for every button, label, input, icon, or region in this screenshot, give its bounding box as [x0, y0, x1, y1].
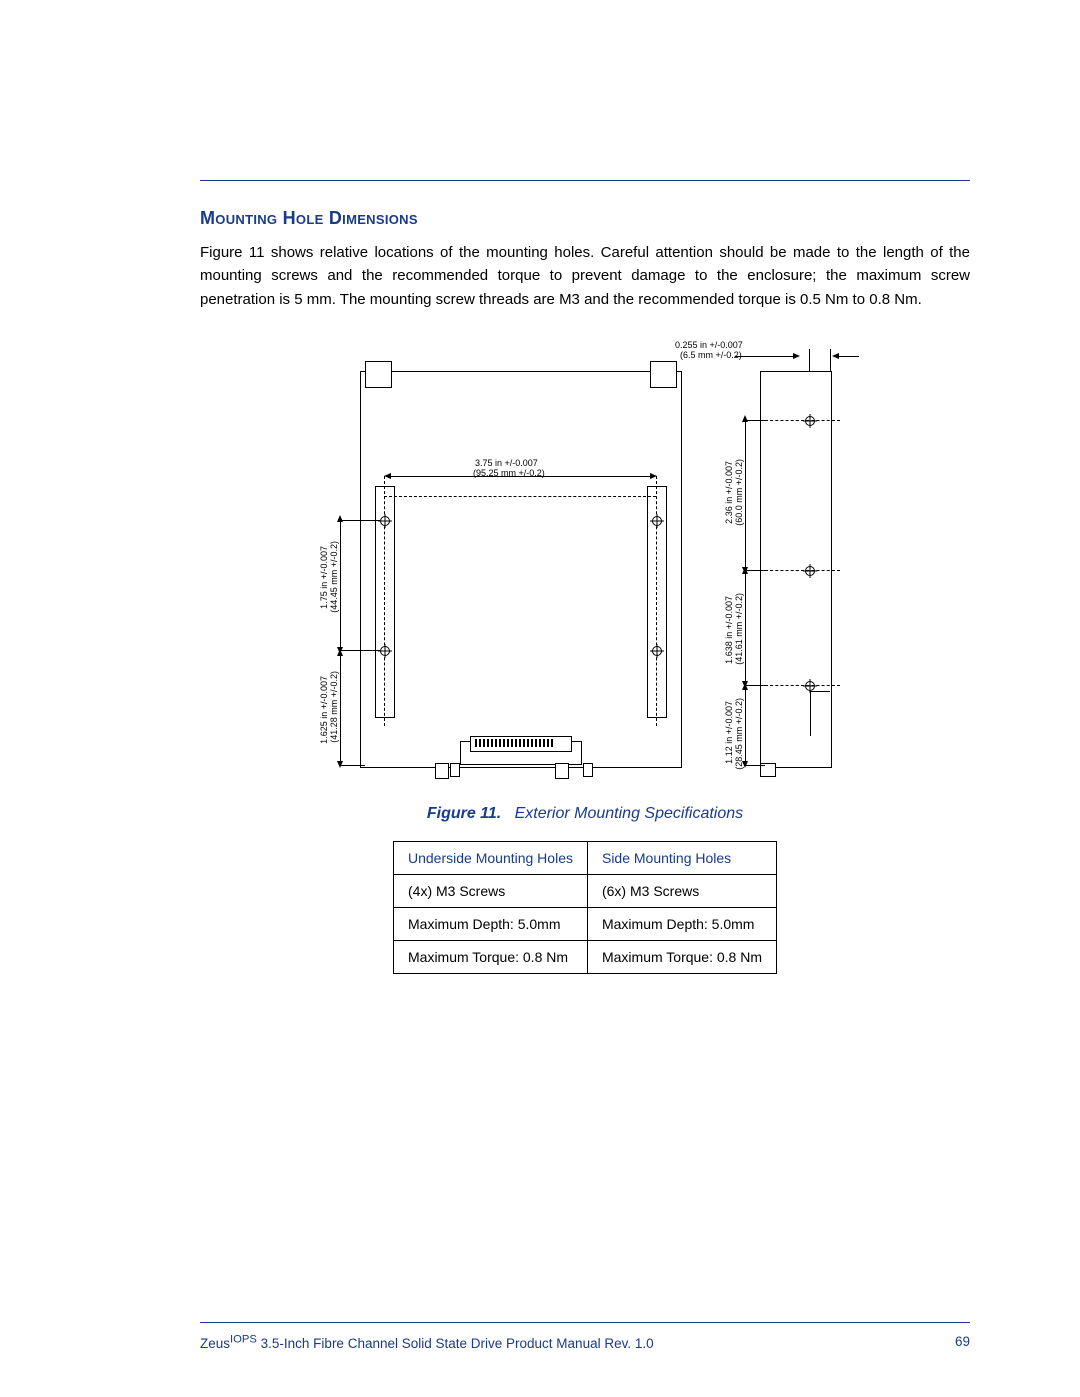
engineering-drawing: 3.75 in +/-0.007 (95.25 mm +/-0.2) 1.75 … [305, 341, 865, 791]
bottom-view-tab [650, 361, 677, 388]
dim-arrow [384, 473, 391, 479]
table-cell: Maximum Depth: 5.0mm [587, 907, 776, 940]
dim-label-offset-mm: (6.5 mm +/-0.2) [680, 351, 742, 361]
table-header-cell: Side Mounting Holes [587, 841, 776, 874]
hole-centerline [765, 420, 840, 421]
table-header-cell: Underside Mounting Holes [394, 841, 588, 874]
dim-line [340, 655, 341, 763]
body-paragraph: Figure 11 shows relative locations of th… [200, 241, 970, 311]
footer-product-super: IOPS [230, 1334, 257, 1346]
hole-centerline [765, 685, 840, 686]
mounting-hole [652, 516, 662, 526]
dim-witness [830, 349, 831, 371]
section-heading: Mounting Hole Dimensions [200, 208, 970, 229]
dim-label-left-upper-mm: (44.45 mm +/-0.2) [330, 541, 340, 613]
dim-arrow [793, 353, 800, 359]
dim-line [745, 573, 746, 683]
table-cell: (4x) M3 Screws [394, 874, 588, 907]
figure-number: Figure 11. [427, 805, 501, 822]
table-row: Maximum Depth: 5.0mm Maximum Depth: 5.0m… [394, 907, 777, 940]
footer-product-prefix: Zeus [200, 1336, 230, 1351]
bottom-view-tab [365, 361, 392, 388]
page-footer: ZeusIOPS 3.5-Inch Fibre Channel Solid St… [200, 1334, 970, 1352]
dim-arrow [832, 353, 839, 359]
dim-arrow [650, 473, 657, 479]
bottom-horizontal-rule [200, 1322, 970, 1323]
side-mounting-hole [805, 566, 815, 576]
table-header-row: Underside Mounting Holes Side Mounting H… [394, 841, 777, 874]
dim-line [735, 356, 795, 357]
hole-centerline [765, 570, 840, 571]
foot [450, 763, 460, 777]
dim-label-top-width-mm: (95.25 mm +/-0.2) [473, 469, 545, 479]
footer-product-rest: 3.5-Inch Fibre Channel Solid State Drive… [257, 1336, 654, 1351]
dim-witness [745, 685, 765, 686]
figure-caption: Figure 11. Exterior Mounting Specificati… [200, 805, 970, 823]
foot [435, 763, 449, 779]
table-cell: Maximum Depth: 5.0mm [394, 907, 588, 940]
foot [555, 763, 569, 779]
side-mounting-hole [805, 416, 815, 426]
footer-page-number: 69 [955, 1334, 970, 1349]
table-row: (4x) M3 Screws (6x) M3 Screws [394, 874, 777, 907]
dim-line [745, 421, 746, 569]
dim-witness [340, 650, 380, 651]
connector-pins [475, 739, 553, 747]
mounting-hole [380, 646, 390, 656]
dim-label-side-lower-mm: (28.45 mm +/-0.2) [735, 698, 745, 770]
dim-line [839, 356, 859, 357]
bottom-view-outline [360, 371, 682, 768]
dim-label-side-upper-mm: (60.0 mm +/-0.2) [735, 459, 745, 526]
dim-line [745, 689, 746, 763]
top-horizontal-rule [200, 180, 970, 181]
table-cell: Maximum Torque: 0.8 Nm [587, 940, 776, 973]
side-step [810, 691, 830, 692]
table-row: Maximum Torque: 0.8 Nm Maximum Torque: 0… [394, 940, 777, 973]
side-mounting-hole [805, 681, 815, 691]
document-page: Mounting Hole Dimensions Figure 11 shows… [0, 0, 1080, 1397]
dim-label-side-mid-mm: (41.61 mm +/-0.2) [735, 593, 745, 665]
dim-witness [340, 765, 365, 766]
dim-witness [745, 570, 765, 571]
figure-container: 3.75 in +/-0.007 (95.25 mm +/-0.2) 1.75 … [200, 341, 970, 974]
spec-table: Underside Mounting Holes Side Mounting H… [393, 841, 777, 974]
figure-title: Exterior Mounting Specifications [515, 805, 744, 822]
dim-witness [809, 349, 810, 371]
table-cell: Maximum Torque: 0.8 Nm [394, 940, 588, 973]
dim-witness [745, 420, 765, 421]
side-step [810, 691, 811, 736]
mounting-hole [652, 646, 662, 656]
dim-extension [384, 496, 656, 497]
footer-product: ZeusIOPS 3.5-Inch Fibre Channel Solid St… [200, 1336, 654, 1351]
mounting-hole [380, 516, 390, 526]
dim-witness [340, 520, 380, 521]
dim-label-left-lower-mm: (41.28 mm +/-0.2) [330, 671, 340, 743]
dim-witness [745, 765, 765, 766]
foot [583, 763, 593, 777]
dim-line [340, 521, 341, 649]
table-cell: (6x) M3 Screws [587, 874, 776, 907]
